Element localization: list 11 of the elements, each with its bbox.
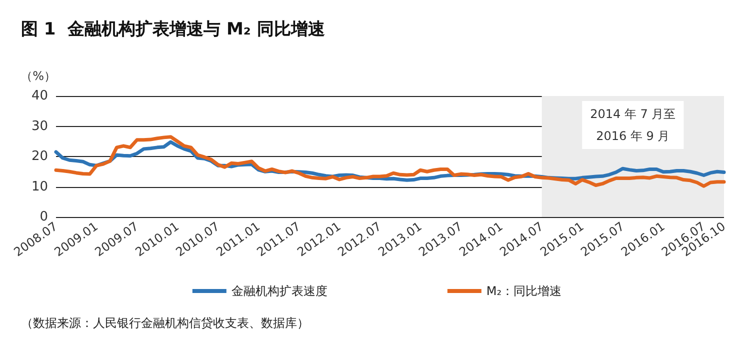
band-label: 2014 年 7 月至 2016 年 9 月 — [590, 107, 676, 143]
y-axis-title: （%） — [20, 69, 56, 83]
y-tick-label: 20 — [31, 149, 48, 164]
chart-title: 图 1 金融机构扩表增速与 M₂ 同比增速 — [21, 20, 325, 40]
y-tick-label: 0 — [40, 210, 48, 224]
legend-label: 金融机构扩表速度 — [231, 284, 328, 298]
text: （数据来源：人民银行金融机构信贷收支表、数据库） — [21, 316, 309, 330]
y-tick-label: 40 — [31, 88, 48, 104]
y-tick-label: 30 — [31, 118, 48, 134]
y-tick-label: 10 — [31, 179, 48, 194]
legend-label: M₂：同比增速 — [486, 284, 562, 298]
